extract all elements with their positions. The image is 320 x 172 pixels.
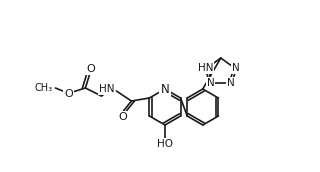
Text: N: N bbox=[161, 83, 169, 95]
Text: HN: HN bbox=[198, 63, 213, 73]
Text: O: O bbox=[86, 64, 95, 74]
Text: O: O bbox=[118, 112, 127, 122]
Text: HO: HO bbox=[157, 139, 173, 149]
Text: N: N bbox=[232, 63, 240, 73]
Text: N: N bbox=[227, 78, 235, 88]
Text: N: N bbox=[207, 78, 214, 88]
Text: CH₃: CH₃ bbox=[34, 83, 52, 93]
Text: HN: HN bbox=[99, 84, 115, 94]
Text: O: O bbox=[64, 89, 73, 99]
